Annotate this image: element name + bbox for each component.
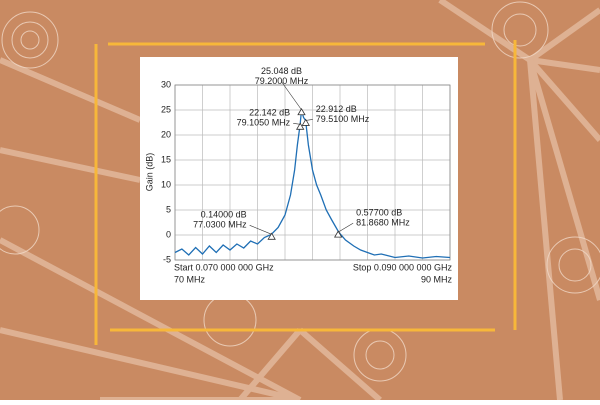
- marker: [297, 107, 306, 116]
- data-line: [174, 109, 451, 259]
- marker-label: 0.14000 dB: [201, 210, 247, 220]
- y-tick-label: 15: [161, 154, 171, 164]
- marker: [333, 230, 343, 238]
- marker-label: 77.0300 MHz: [193, 220, 247, 230]
- marker-label: 79.5100 MHz: [316, 114, 370, 124]
- y-axis-label: Gain (dB): [144, 153, 154, 192]
- start-sub: 70 MHz: [174, 274, 206, 284]
- marker-label: 25.048 dB: [261, 66, 302, 76]
- stop-label: Stop 0.090 000 000 GHz: [353, 262, 453, 272]
- circles: [0, 1, 600, 382]
- leader: [338, 222, 354, 233]
- plot-border: [174, 84, 451, 261]
- frame: [94, 40, 517, 345]
- marker-label: 81.8680 MHz: [356, 217, 410, 227]
- y-tick-label: 5: [166, 204, 171, 214]
- marker-label: 0.57700 dB: [356, 207, 402, 217]
- chart-panel: [140, 57, 458, 300]
- y-tick-label: 30: [161, 79, 171, 89]
- y-tick-label: 25: [161, 104, 171, 114]
- leader: [249, 225, 272, 235]
- marker: [267, 232, 276, 240]
- y-tick-label: 20: [161, 129, 171, 139]
- marker-label: 79.2000 MHz: [255, 76, 309, 86]
- start-label: Start 0.070 000 000 GHz: [174, 262, 274, 272]
- y-tick-label: 0: [166, 229, 171, 239]
- leader: [281, 81, 302, 110]
- y-tick-label: -5: [163, 254, 171, 264]
- marker-label: 22.912 dB: [316, 104, 357, 114]
- leader: [305, 119, 313, 121]
- marker: [301, 118, 310, 126]
- stop-sub: 90 MHz: [421, 274, 453, 284]
- marker-label: 22.142 dB: [249, 108, 290, 118]
- y-tick-label: 10: [161, 179, 171, 189]
- marker: [295, 122, 305, 130]
- marker-label: 79.1050 MHz: [237, 118, 291, 128]
- leader: [293, 122, 301, 125]
